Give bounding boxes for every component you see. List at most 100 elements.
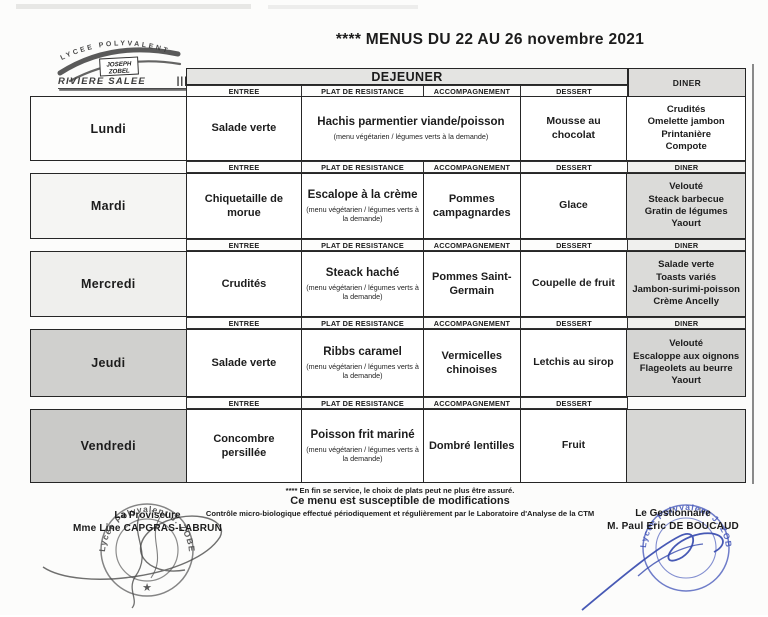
footer-note-modifications: Ce menu est susceptible de modifications xyxy=(290,495,510,507)
diner-item: Steack barbecue xyxy=(648,193,724,205)
column-header-strip: ENTREE PLAT DE RESISTANCE ACCOMPAGNEMENT… xyxy=(186,85,628,97)
plat-note: (menu végétarien / légumes verts à la de… xyxy=(333,131,489,141)
plat-cell: Escalope à la crème (menu végétarien / l… xyxy=(302,174,424,238)
plat-title: Hachis parmentier viande/poisson xyxy=(317,115,505,128)
day-label: Vendredi xyxy=(31,410,187,482)
table-row-vendredi: Vendredi Concombre persillée Poisson fri… xyxy=(30,409,746,483)
logo-city-label: RIVIERE SALEE xyxy=(58,76,146,87)
gestionnaire-stamp-and-signature: Lycée Polyvalent J. ZOBEL xyxy=(575,480,733,611)
diner-cell: Crudités Omelette jambon Printanière Com… xyxy=(627,97,745,160)
table-row-lundi: Lundi Salade verte Hachis parmentier via… xyxy=(30,96,746,161)
col-header-plat: PLAT DE RESISTANCE xyxy=(302,397,424,409)
col-header-diner: DINER xyxy=(628,161,746,173)
diner-item: Crudités xyxy=(666,103,706,115)
plat-cell: Poisson frit mariné (menu végétarien / l… xyxy=(302,410,424,482)
dessert-cell: Coupelle de fruit xyxy=(521,252,628,316)
plat-title: Ribbs caramel xyxy=(323,345,402,358)
round-stamp-outer xyxy=(100,503,194,597)
accompagnement-cell: Vermicelles chinoises xyxy=(424,330,521,396)
diner-cell: Salade verte Toasts variés Jambon-surimi… xyxy=(627,252,745,316)
dessert-cell: Mousse au chocolat xyxy=(521,97,628,160)
proviseure-stamp-and-signature: Lycée Polyvalent J. ZOBEL ★ xyxy=(32,484,223,609)
logo-city: RIVIERE SALEE ||| xyxy=(58,76,188,89)
col-header-dessert: DESSERT xyxy=(521,239,628,251)
footer-note-controle: Contrôle micro-biologique effectué pério… xyxy=(205,509,595,518)
menu-table: DEJEUNER DINER ENTREE PLAT DE RESISTANCE… xyxy=(30,66,746,484)
diner-item: Crème Ancelly xyxy=(653,296,719,308)
day-label: Mercredi xyxy=(31,252,187,316)
col-header-entree: ENTREE xyxy=(186,239,302,251)
signature-name: Mme Line CAPGRAS-LABRUN xyxy=(72,523,223,534)
page-title: **** MENUS DU 22 AU 26 novembre 2021 xyxy=(335,31,645,48)
dessert-cell: Letchis au sirop xyxy=(521,330,628,396)
plat-title: Escalope à la crème xyxy=(307,188,418,201)
scan-artifact xyxy=(16,4,251,9)
plat-title: Steack haché xyxy=(325,266,400,279)
entree-cell: Concombre persillée xyxy=(187,410,303,482)
logo-name-line2: ZOBEL xyxy=(108,67,131,75)
plat-note: (menu végétarien / légumes verts à la de… xyxy=(306,444,419,463)
col-header-entree: ENTREE xyxy=(186,161,302,173)
dessert-cell: Fruit xyxy=(521,410,628,482)
signature-name: M. Paul Eric DE BOUCAUD xyxy=(607,521,739,532)
accompagnement-cell: Dombré lentilles xyxy=(424,410,521,482)
signature-role: Le Gestionnaire xyxy=(635,508,711,519)
page-edge-line xyxy=(752,64,754,484)
logo-name-line1: JOSEPH xyxy=(106,60,132,68)
signature-scribble xyxy=(637,543,704,577)
diner-item: Gratin de légumes xyxy=(644,206,728,217)
school-logo: LYCEE POLYVALENT JOSEPH ZOBEL xyxy=(57,40,182,83)
col-header-dessert: DESSERT xyxy=(521,317,628,329)
diner-item: Velouté xyxy=(669,181,704,193)
lunch-header: DEJEUNER xyxy=(186,68,628,85)
scan-artifact xyxy=(268,5,418,9)
table-row-jeudi: Jeudi Salade verte Ribbs caramel (menu v… xyxy=(30,329,746,397)
dessert-cell: Glace xyxy=(521,174,628,238)
col-header-accompagnement: ACCOMPAGNEMENT xyxy=(424,161,521,173)
diner-item: Flageolets au beurre xyxy=(639,363,733,374)
column-header-strip: ENTREE PLAT DE RESISTANCE ACCOMPAGNEMENT… xyxy=(186,161,746,173)
diner-item: Omelette jambon xyxy=(647,116,725,128)
entree-cell: Chiquetaille de morue xyxy=(187,174,303,238)
plat-note: (menu végétarien / légumes verts à la de… xyxy=(306,282,419,301)
col-header-accompagnement: ACCOMPAGNEMENT xyxy=(424,317,521,329)
day-label: Mardi xyxy=(31,174,187,238)
col-header-diner: DINER xyxy=(628,239,746,251)
accompagnement-cell: Pommes campagnardes xyxy=(424,174,521,238)
signature-block-gestionnaire: Lycée Polyvalent J. ZOBEL Le Gestionnair… xyxy=(575,480,768,612)
dinner-header: DINER xyxy=(628,68,746,97)
diner-item: Compote xyxy=(665,140,707,152)
diner-cell-empty xyxy=(627,410,745,482)
diner-item: Velouté xyxy=(669,338,704,350)
plat-note: (menu végétarien / légumes verts à la de… xyxy=(306,204,419,223)
diner-item: Yaourt xyxy=(671,375,701,387)
logo-name-box xyxy=(99,56,139,77)
stamp-star-icon: ★ xyxy=(142,582,152,594)
column-header-strip: ENTREE PLAT DE RESISTANCE ACCOMPAGNEMENT… xyxy=(186,317,746,329)
col-header-accompagnement: ACCOMPAGNEMENT xyxy=(424,239,521,251)
diner-item: Escaloppe aux oignons xyxy=(633,350,740,362)
diner-item: Salade verte xyxy=(658,259,715,271)
diner-item: Jambon-surimi-poisson xyxy=(632,284,740,295)
col-header-plat: PLAT DE RESISTANCE xyxy=(302,239,424,251)
round-stamp-outer xyxy=(642,504,730,592)
round-stamp-inner xyxy=(655,517,717,579)
round-stamp-inner xyxy=(115,518,179,582)
column-header-strip: ENTREE PLAT DE RESISTANCE ACCOMPAGNEMENT… xyxy=(186,239,746,251)
diner-cell: Velouté Steack barbecue Gratin de légume… xyxy=(627,174,745,238)
diner-item: Toasts variés xyxy=(656,271,717,283)
logo-bars: ||| xyxy=(176,76,188,87)
table-row-mercredi: Mercredi Crudités Steack haché (menu vég… xyxy=(30,251,746,317)
plat-cell: Hachis parmentier viande/poisson (menu v… xyxy=(302,97,521,160)
plat-title: Poisson frit mariné xyxy=(310,428,415,441)
signature-block-proviseure: Lycée Polyvalent J. ZOBEL ★ La Proviseur… xyxy=(32,484,260,610)
signature-scribble xyxy=(150,516,161,579)
entree-cell: Salade verte xyxy=(187,97,303,160)
footer-note-service: **** En fin se service, le choix de plat… xyxy=(285,486,515,495)
signature-scribble xyxy=(581,532,724,611)
col-header-dessert: DESSERT xyxy=(521,161,628,173)
col-header-accompagnement: ACCOMPAGNEMENT xyxy=(424,397,521,409)
col-header-dessert: DESSERT xyxy=(521,397,628,409)
col-header-plat: PLAT DE RESISTANCE xyxy=(302,161,424,173)
